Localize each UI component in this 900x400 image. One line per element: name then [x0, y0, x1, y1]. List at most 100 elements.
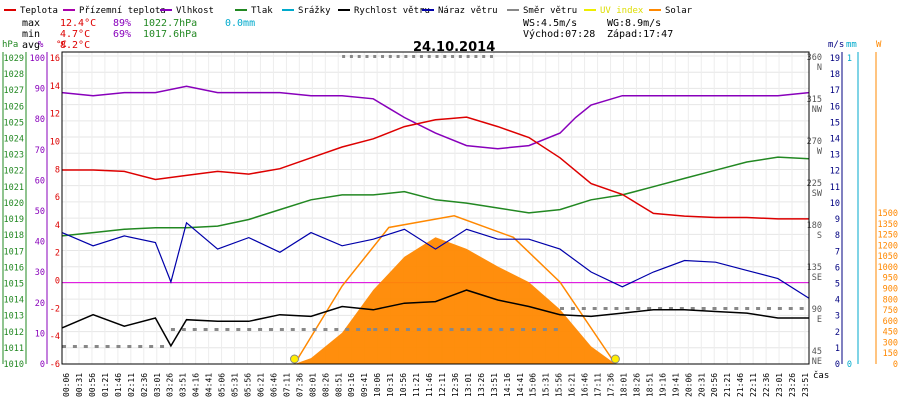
x-tick-label: 03:01 [153, 373, 162, 397]
tick-watt: 150 [883, 349, 898, 359]
stats-max-rain: 0.0mm [225, 18, 255, 29]
tick-ms: 6 [835, 263, 840, 273]
tick-direction: W [817, 147, 823, 157]
tick-percent: 50 [35, 207, 45, 217]
wind-direction-mark [62, 345, 66, 348]
wind-direction-mark [734, 307, 739, 310]
x-tick-label: 21:46 [736, 373, 745, 397]
axis-ms-unit: m/s [828, 40, 844, 50]
x-tick-label: 14:41 [516, 373, 525, 397]
x-tick-label: 19:41 [671, 373, 680, 397]
x-tick-label: 02:11 [127, 373, 136, 397]
x-tick-label: 09:16 [347, 373, 356, 397]
tick-celsius: 4 [55, 221, 60, 231]
series-line-pressure [61, 156, 810, 237]
wind-direction-mark [560, 307, 564, 310]
tick-hpa: 1027 [4, 86, 24, 96]
wind-direction-mark [236, 328, 241, 331]
stats-min-temp: 4.7°C [60, 29, 90, 40]
tick-percent: 100 [30, 54, 45, 64]
solar-area [294, 237, 616, 364]
tick-direction: S [817, 231, 822, 241]
tick-hpa: 1028 [4, 70, 24, 80]
wind-direction-mark [474, 55, 478, 58]
legend-label: UV index [600, 6, 644, 16]
wind-direction-mark [521, 328, 526, 331]
x-tick-label: 20:06 [684, 373, 693, 397]
wind-direction-mark [83, 345, 88, 348]
tick-direction: 225 [807, 179, 822, 189]
tick-watt: 1200 [878, 241, 898, 251]
tick-ms: 16 [830, 102, 840, 112]
tick-watt: 0 [893, 360, 898, 370]
tick-hpa: 1013 [4, 312, 24, 322]
tick-watt: 1250 [878, 231, 898, 241]
wind-direction-mark [214, 328, 219, 331]
stats-min-hum: 69% [113, 29, 131, 40]
wind-direction-mark [427, 55, 431, 58]
tick-watt: 900 [883, 285, 898, 295]
x-tick-label: 11:21 [412, 373, 421, 397]
tick-watt: 450 [883, 328, 898, 338]
x-tick-label: 04:16 [192, 373, 201, 397]
legend-label: Teplota [20, 6, 58, 16]
tick-mm: 0 [847, 360, 852, 370]
tick-ms: 7 [835, 247, 840, 257]
axis-watt-unit: W [876, 40, 882, 50]
wind-direction-mark [777, 307, 782, 310]
tick-watt: 1350 [878, 220, 898, 230]
wind-direction-mark [438, 328, 443, 331]
tick-ms: 9 [835, 215, 840, 225]
wind-direction-mark [745, 307, 750, 310]
stats-max-label: max [22, 18, 40, 29]
x-tick-label: 07:11 [282, 373, 291, 397]
x-ticks: 00:06 00:31 00:56 01:21 01:46 02:11 02:36 03:01… [62, 373, 810, 397]
solar-theoretical-line [293, 215, 617, 365]
x-tick-label: 08:26 [321, 373, 330, 397]
stats-max-hum: 89% [113, 18, 131, 29]
wind-direction-mark [658, 307, 663, 310]
tick-ms: 2 [835, 328, 840, 338]
tick-ms: 10 [830, 199, 840, 209]
sunset-marker [610, 354, 620, 364]
x-tick-label: 12:11 [438, 373, 447, 397]
tick-ms: 19 [830, 54, 840, 64]
series-lines [61, 85, 810, 348]
x-tick-label: 20:56 [710, 373, 719, 397]
wind-direction-mark [458, 55, 462, 58]
x-tick-label: 13:01 [464, 373, 473, 397]
wind-direction-mark [345, 328, 350, 331]
wind-direction-mark [482, 55, 486, 58]
tick-hpa: 1015 [4, 279, 24, 289]
x-tick-label: 21:21 [723, 373, 732, 397]
x-tick-label: 08:51 [334, 373, 343, 397]
wind-direction-mark [449, 328, 454, 331]
tick-ms: 3 [835, 312, 840, 322]
stats-avg-label: avg [22, 40, 40, 51]
wind-direction-mark [94, 345, 99, 348]
x-tick-label: 22:36 [762, 373, 771, 397]
tick-hpa: 1019 [4, 215, 24, 225]
x-tick-label: 13:26 [477, 373, 486, 397]
x-tick-label: 23:51 [801, 373, 810, 397]
wind-direction-mark [419, 55, 423, 58]
tick-celsius: 12 [50, 110, 60, 120]
wind-direction-mark [312, 328, 317, 331]
x-tick-label: 04:41 [205, 373, 214, 397]
axis-percent-unit: % [38, 40, 44, 50]
wind-direction-mark [756, 307, 761, 310]
tick-hpa: 1029 [4, 54, 24, 64]
wind-direction-mark [581, 307, 586, 310]
wind-direction-mark [799, 307, 804, 310]
wind-direction-mark [614, 307, 619, 310]
wind-direction-mark [542, 328, 547, 331]
wind-direction-mark [384, 328, 389, 331]
stats-max-press: 1022.7hPa [143, 18, 197, 29]
wind-direction-mark [323, 328, 328, 331]
wind-direction-mark [388, 55, 392, 58]
wind-direction-mark [127, 345, 132, 348]
legend-label: Vlhkost [176, 6, 214, 16]
tick-hpa: 1014 [4, 296, 24, 306]
wind-direction-mark [460, 328, 465, 331]
